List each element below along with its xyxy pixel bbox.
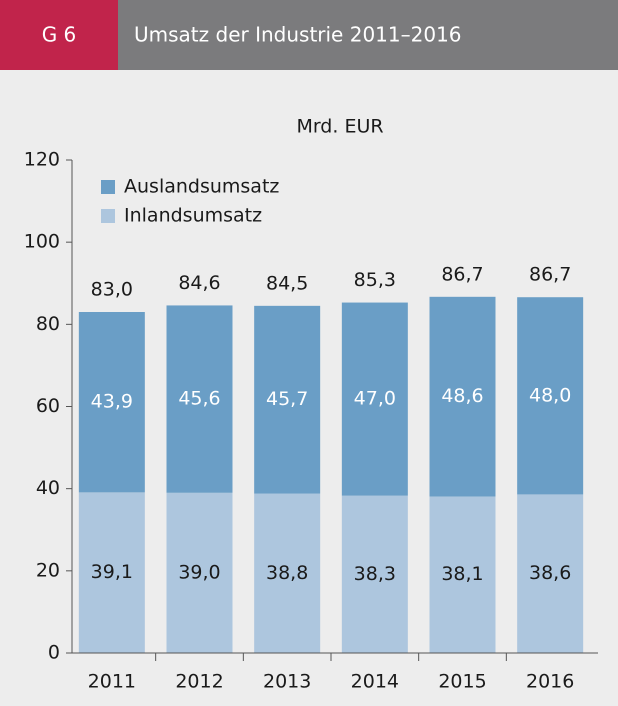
value-label: 38,3 (354, 563, 396, 585)
y-tick-label: 20 (36, 559, 60, 581)
y-tick-label: 100 (24, 231, 60, 253)
total-label: 85,3 (354, 269, 396, 291)
x-tick-label: 2011 (88, 671, 136, 693)
bar-segment (517, 297, 584, 495)
value-label: 43,9 (91, 391, 133, 413)
legend-label: Inlandsumsatz (124, 205, 262, 227)
bar-segment (429, 496, 496, 653)
bar-segment (341, 495, 408, 653)
bar-segment (517, 494, 584, 653)
legend-swatch (101, 180, 115, 194)
value-label: 48,6 (441, 385, 483, 407)
value-label: 38,1 (441, 563, 483, 585)
y-tick-label: 0 (48, 642, 60, 664)
total-label: 84,6 (178, 272, 220, 294)
bar-segment (78, 492, 145, 653)
x-tick-label: 2014 (351, 671, 399, 693)
bar-segment (78, 312, 145, 493)
y-tick-label: 120 (24, 149, 60, 171)
x-tick-label: 2013 (263, 671, 311, 693)
total-label: 86,7 (441, 263, 483, 285)
bar-segment (166, 305, 233, 493)
value-label: 38,6 (529, 562, 571, 584)
y-tick-label: 40 (36, 477, 60, 499)
header-number-box (0, 0, 118, 70)
value-label: 45,6 (178, 388, 220, 410)
bar-segment (341, 302, 408, 496)
x-tick-label: 2016 (526, 671, 574, 693)
header-number: G 6 (42, 23, 77, 47)
bar-segment (429, 296, 496, 497)
total-label: 84,5 (266, 272, 308, 294)
value-label: 39,1 (91, 561, 133, 583)
x-tick-label: 2015 (438, 671, 486, 693)
bar-segment (254, 493, 321, 653)
value-label: 47,0 (354, 388, 396, 410)
value-label: 38,8 (266, 562, 308, 584)
bar-segment (254, 305, 321, 494)
unit-label: Mrd. EUR (296, 116, 383, 138)
total-label: 83,0 (91, 279, 133, 301)
y-tick-label: 60 (36, 395, 60, 417)
legend-label: Auslandsumsatz (124, 176, 279, 198)
value-label: 39,0 (178, 561, 220, 583)
legend-swatch (101, 209, 115, 223)
value-label: 48,0 (529, 384, 571, 406)
bar-segment (166, 492, 233, 653)
value-label: 45,7 (266, 388, 308, 410)
header-title: Umsatz der Industrie 2011–2016 (134, 23, 462, 47)
x-tick-label: 2012 (175, 671, 223, 693)
y-tick-label: 80 (36, 313, 60, 335)
total-label: 86,7 (529, 263, 571, 285)
